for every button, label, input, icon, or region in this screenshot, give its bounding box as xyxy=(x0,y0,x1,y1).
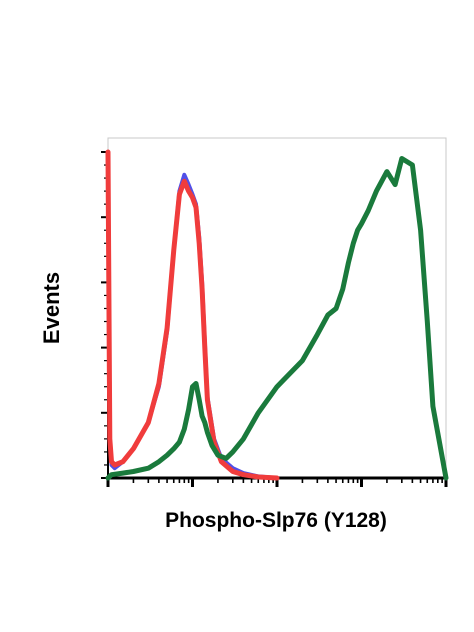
plot-frame xyxy=(107,137,447,479)
series-line-3 xyxy=(105,156,449,481)
series-line-2 xyxy=(105,149,280,481)
y-axis-label: Events xyxy=(39,272,64,344)
series-layer xyxy=(105,149,449,481)
x-axis-label: Phospho-Slp76 (Y128) xyxy=(165,509,387,532)
